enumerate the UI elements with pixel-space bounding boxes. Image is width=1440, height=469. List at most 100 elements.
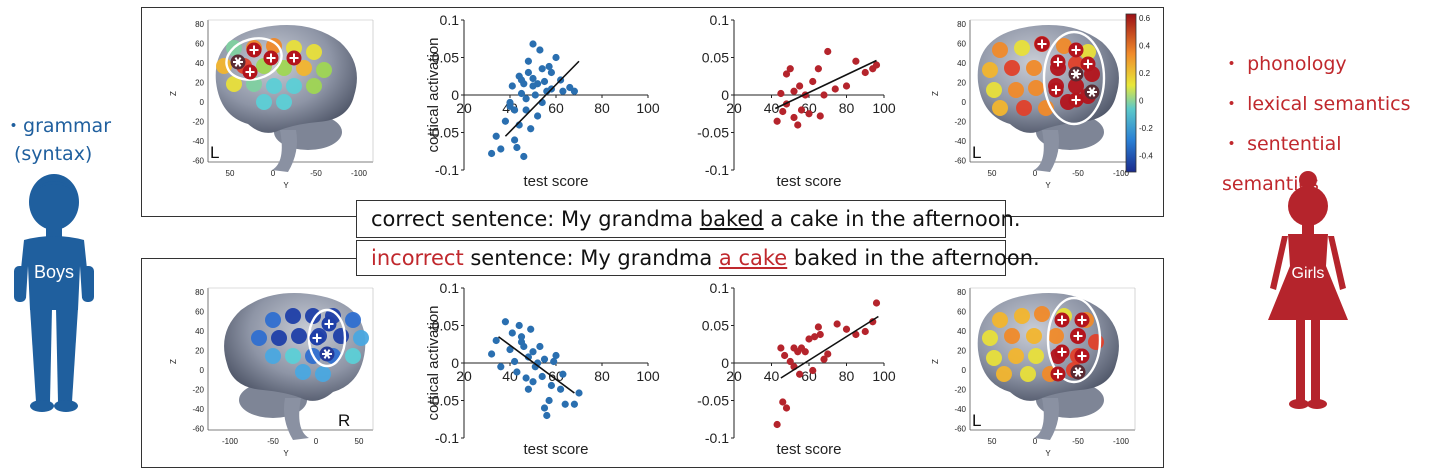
colorbar-tick-label: -0.4 bbox=[1139, 152, 1153, 161]
marker-group bbox=[230, 42, 302, 80]
data-point bbox=[796, 82, 804, 90]
data-point bbox=[540, 355, 549, 363]
brain-stem bbox=[1034, 398, 1059, 440]
activation-spot bbox=[286, 78, 302, 94]
activation-spot bbox=[1034, 306, 1050, 322]
data-point bbox=[529, 82, 537, 90]
colorbar-tick-label: 0.6 bbox=[1139, 14, 1151, 23]
data-point bbox=[536, 342, 544, 351]
data-point bbox=[550, 357, 558, 366]
y-tick-label: 0 bbox=[721, 355, 729, 371]
activation-spot bbox=[265, 312, 281, 328]
brain-group bbox=[977, 293, 1119, 440]
brain-stem bbox=[272, 130, 297, 172]
hemisphere-label: L bbox=[972, 411, 981, 430]
z-axis-label: Z bbox=[931, 359, 940, 364]
activation-spot bbox=[1068, 78, 1084, 94]
activation-spot bbox=[1014, 40, 1030, 56]
y-tick-label: 50 bbox=[988, 169, 997, 178]
roi-ellipse bbox=[225, 37, 283, 81]
activation-spot bbox=[296, 60, 312, 76]
data-point bbox=[797, 106, 806, 114]
brain-bottom-right: 80 60 40 20 0 -20 -40 -60 Z 50 0 -50 -100 Y L bbox=[931, 287, 1136, 458]
z-tick-label: -40 bbox=[192, 405, 204, 414]
x-tick-label: 60 bbox=[548, 368, 564, 384]
data-point bbox=[777, 89, 785, 98]
data-point bbox=[529, 348, 537, 356]
x-tick-label: 80 bbox=[839, 100, 855, 116]
y-tick-label: -0.05 bbox=[427, 125, 459, 141]
x-tick-label: 40 bbox=[764, 100, 780, 116]
activation-spot bbox=[1028, 348, 1044, 364]
y-tick-label: -50 bbox=[310, 169, 322, 178]
z-tick-label: -20 bbox=[954, 118, 966, 127]
x-tick-label: 20 bbox=[456, 368, 472, 384]
activation-spot bbox=[992, 312, 1008, 328]
activation-spot bbox=[1048, 328, 1064, 344]
y-tick-label: 0 bbox=[1033, 437, 1038, 446]
y-tick-label: 50 bbox=[988, 437, 997, 446]
data-point bbox=[508, 329, 516, 337]
data-point bbox=[524, 57, 532, 65]
y-tick-label: 0.05 bbox=[702, 50, 729, 66]
z-tick-label: 20 bbox=[195, 347, 204, 356]
data-point bbox=[801, 348, 809, 356]
data-point bbox=[522, 106, 530, 114]
activation-spot bbox=[276, 94, 292, 110]
z-tick-label: 20 bbox=[957, 79, 966, 88]
data-point bbox=[773, 420, 781, 429]
activation-spot bbox=[291, 328, 307, 344]
data-point bbox=[842, 82, 851, 90]
data-point bbox=[852, 57, 860, 65]
data-point bbox=[522, 374, 530, 382]
data-point bbox=[824, 350, 832, 358]
data-point bbox=[529, 378, 537, 386]
z-tick-label: 80 bbox=[195, 20, 204, 29]
z-tick-label: -20 bbox=[192, 386, 204, 395]
activation-spot bbox=[992, 100, 1008, 116]
data-point bbox=[540, 77, 549, 86]
data-point bbox=[872, 61, 881, 69]
z-tick-label: 80 bbox=[957, 20, 966, 29]
data-point bbox=[820, 91, 828, 99]
colorbar-tick-label: 0 bbox=[1139, 97, 1144, 106]
brain-bottom-left: 80 60 40 20 0 -20 -40 -60 Z -100 -50 0 50 Y R bbox=[169, 287, 374, 458]
activation-spot bbox=[986, 350, 1002, 366]
data-point bbox=[790, 113, 798, 122]
data-point bbox=[782, 70, 791, 78]
data-point bbox=[527, 125, 535, 133]
semantics-labels: ・ phonology ・ lexical semantics ・ senten… bbox=[1222, 44, 1440, 204]
data-point bbox=[570, 400, 578, 408]
y-tick-label: -50 bbox=[1072, 437, 1084, 446]
marker-group bbox=[1050, 312, 1090, 382]
star-mark bbox=[234, 57, 242, 67]
data-point bbox=[513, 368, 521, 376]
y-tick-label: 0.05 bbox=[702, 318, 729, 334]
data-point bbox=[794, 121, 802, 129]
y-tick-label: 50 bbox=[226, 169, 235, 178]
z-axis-label: Z bbox=[931, 91, 940, 96]
z-tick-label: -40 bbox=[954, 405, 966, 414]
data-point bbox=[779, 107, 787, 116]
x-tick-label: 100 bbox=[872, 368, 896, 384]
data-point bbox=[811, 333, 819, 341]
data-point bbox=[777, 344, 785, 352]
activation-spot bbox=[316, 62, 332, 78]
fit-line bbox=[498, 336, 575, 394]
y-tick-label: 0 bbox=[271, 169, 276, 178]
z-tick-label: -40 bbox=[954, 137, 966, 146]
data-point bbox=[529, 74, 537, 83]
data-point bbox=[497, 363, 505, 371]
data-point bbox=[547, 381, 555, 390]
data-point bbox=[517, 89, 526, 98]
data-point bbox=[861, 68, 869, 77]
z-tick-label: 0 bbox=[200, 98, 205, 107]
activation-spot bbox=[306, 78, 322, 94]
data-point bbox=[531, 91, 539, 99]
activation-spot bbox=[1056, 38, 1072, 54]
activation-spot bbox=[996, 366, 1012, 382]
z-tick-label: -60 bbox=[954, 425, 966, 434]
x-axis-label: test score bbox=[523, 441, 588, 458]
girl-figure: Girls bbox=[1268, 171, 1348, 409]
